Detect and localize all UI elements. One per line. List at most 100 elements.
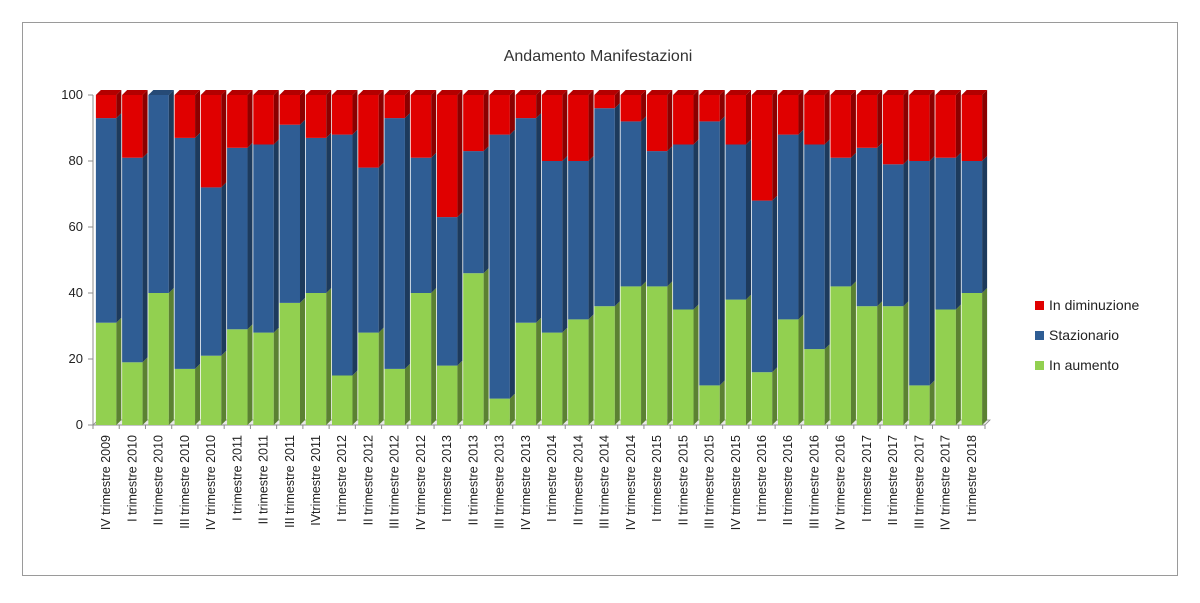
bar-segment-stazionario: [410, 157, 432, 293]
x-tick-label: I trimestre 2012: [335, 435, 349, 522]
bar-top: [673, 90, 699, 95]
bar-segment-in-diminuzione: [253, 95, 274, 145]
bar-segment-in-diminuzione: [384, 95, 405, 119]
bar-segment-in-aumento: [594, 306, 615, 425]
bar-segment-in-diminuzione: [463, 95, 484, 152]
bar-segment-in-diminuzione: [279, 95, 300, 125]
bar-segment-in-diminuzione-side: [299, 90, 305, 125]
bar-segment-in-diminuzione: [332, 95, 353, 135]
bar-top: [305, 90, 332, 95]
x-tick-label: II trimestre 2013: [466, 435, 480, 525]
bar-segment-stazionario-side: [772, 195, 778, 373]
x-tick-label: IV trimestre 2017: [939, 435, 953, 530]
bar-segment-in-diminuzione: [620, 95, 642, 122]
x-tick-label: III trimestre 2013: [493, 435, 507, 529]
bar-segment-in-aumento-side: [536, 317, 542, 425]
bar-segment-in-diminuzione-side: [273, 90, 279, 145]
bar-segment-stazionario-side: [850, 152, 856, 287]
bar-segment-in-diminuzione: [515, 95, 537, 119]
x-tick-label: I trimestre 2016: [755, 435, 769, 522]
bar-segment-stazionario-side: [641, 116, 647, 287]
bar-segment-stazionario-side: [509, 129, 515, 399]
bar-segment-stazionario-side: [431, 152, 437, 293]
bar-segment-stazionario-side: [483, 146, 489, 274]
bar-segment-stazionario-side: [798, 129, 804, 320]
bar-segment-in-aumento-side: [299, 297, 305, 425]
bar-segment-in-diminuzione-side: [378, 90, 384, 168]
bar-segment-in-diminuzione: [174, 95, 196, 138]
bar-segment-stazionario-side: [614, 103, 620, 307]
bar-segment-in-diminuzione-side: [745, 90, 751, 145]
bar-segment-stazionario-side: [299, 119, 305, 303]
bar-top: [384, 90, 410, 95]
bar-segment-in-aumento-side: [142, 357, 148, 425]
bar-segment-in-aumento-side: [693, 304, 699, 425]
x-tick-label: III trimestre 2017: [912, 435, 926, 529]
chart-svg: Andamento Manifestazioni 0 20 40 60 80 100 IV …: [61, 48, 1139, 530]
bar-segment-stazionario: [279, 124, 300, 303]
bar-segment-in-aumento-side: [850, 281, 856, 425]
bar-segment-in-aumento: [673, 309, 694, 425]
legend-label: In aumento: [1049, 357, 1119, 373]
bar-top: [541, 90, 568, 95]
y-tick-label: 40: [69, 285, 83, 300]
bar-segment-stazionario: [594, 108, 615, 307]
bar-segment-stazionario: [489, 134, 510, 399]
bar-segment-in-aumento-side: [562, 327, 568, 425]
chart-frame: Andamento Manifestazioni 0 20 40 60 80 100 IV …: [22, 22, 1178, 576]
x-tick-label: IVtrimestre 2011: [309, 435, 323, 526]
bar-segment-in-diminuzione: [961, 95, 983, 161]
bar-segment-in-aumento-side: [772, 367, 778, 425]
x-tick-label: I trimestre 2010: [125, 435, 139, 522]
bar-segment-in-diminuzione: [200, 95, 222, 188]
bar-segment-in-diminuzione: [751, 95, 773, 201]
bar-segment-in-diminuzione-side: [719, 90, 725, 122]
bar-segment-in-aumento: [515, 322, 537, 425]
bar-segment-in-diminuzione-side: [509, 90, 515, 135]
bar-top: [804, 90, 830, 95]
bar-segment-stazionario: [909, 161, 930, 386]
bar-segment-in-aumento: [961, 293, 983, 425]
bar-segment-in-diminuzione-side: [955, 90, 961, 158]
bar-segment-in-diminuzione: [935, 95, 956, 158]
bar-segment-stazionario: [463, 151, 484, 274]
bar-segment-stazionario-side: [352, 129, 358, 376]
bar-segment-in-aumento: [279, 302, 300, 425]
x-tick-label: III trimestre 2014: [598, 435, 612, 529]
bar-segment-stazionario-side: [719, 116, 725, 386]
bar-segment-stazionario: [148, 95, 169, 293]
bar-segment-stazionario-side: [195, 132, 201, 369]
y-tick-label: 0: [76, 417, 83, 432]
bar-segment-stazionario: [568, 161, 589, 320]
bar-segment-in-diminuzione-side: [877, 90, 883, 148]
bar-segment-in-diminuzione-side: [798, 90, 804, 135]
bar-segment-stazionario-side: [588, 156, 594, 320]
bar-segment-in-diminuzione-side: [116, 90, 122, 119]
bar-segment-stazionario: [200, 187, 222, 356]
bar-segment-in-diminuzione: [830, 95, 851, 158]
bar-top: [856, 90, 883, 95]
x-tick-label: I trimestre 2017: [860, 435, 874, 522]
bar-segment-in-diminuzione: [673, 95, 694, 145]
bar-segment-in-diminuzione: [305, 95, 327, 138]
bar-segment-stazionario: [122, 157, 143, 363]
bar-top: [253, 90, 279, 95]
bar-segment-stazionario: [174, 137, 196, 369]
x-tick-label: I trimestre 2014: [545, 435, 559, 522]
x-tick-label: II trimestre 2015: [676, 435, 690, 525]
x-tick-label: IV trimestre 2014: [624, 435, 638, 530]
bar-segment-in-diminuzione-side: [588, 90, 594, 161]
bar-segment-stazionario-side: [116, 113, 122, 323]
legend-label: In diminuzione: [1049, 297, 1139, 313]
bar-segment-in-diminuzione-side: [641, 90, 647, 122]
bar-segment-in-diminuzione-side: [562, 90, 568, 161]
x-tick-label: IV trimestre 2015: [729, 435, 743, 530]
bar-segment-stazionario-side: [877, 142, 883, 307]
bar-segment-stazionario: [856, 147, 878, 307]
x-tick-label: III trimestre 2015: [703, 435, 717, 529]
bar-segment-in-diminuzione: [778, 95, 799, 135]
bar-segment-stazionario: [384, 118, 405, 369]
legend: In diminuzione Stazionario In aumento: [1035, 297, 1139, 373]
bar-segment-in-aumento: [436, 365, 458, 425]
bar-top: [358, 90, 384, 95]
